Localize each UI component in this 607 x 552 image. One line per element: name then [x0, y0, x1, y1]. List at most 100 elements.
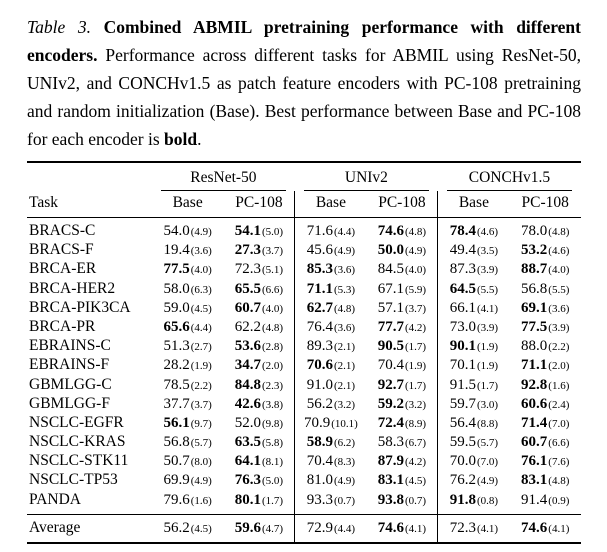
score-value: 45.6 — [306, 242, 333, 259]
score-cell: 84.8(2.3) — [223, 375, 295, 394]
score-std: (4.6) — [548, 245, 570, 258]
score-std: (4.2) — [404, 321, 427, 334]
score-value: 72.4 — [377, 414, 404, 431]
score-value: 64.1 — [234, 453, 261, 470]
score-value: 62.2 — [234, 318, 261, 335]
score-value: 56.2 — [163, 519, 190, 536]
score-cell: 59.5(5.7) — [437, 432, 510, 452]
score-cell: 45.6(4.9) — [294, 240, 367, 260]
score-value: 65.5 — [234, 280, 261, 297]
subheader-row: Base PC-108 Base PC-108 Base PC-108 — [27, 191, 581, 218]
task-label: BRCA-PIK3CA — [29, 298, 131, 316]
table-row: BRCA-PR 65.6(4.4) 62.2(4.8) 76.4(3.6) 77.7(4… — [27, 317, 581, 337]
score-value: 83.1 — [377, 472, 404, 489]
score-std: (1.9) — [476, 341, 499, 354]
score-std: (4.9) — [476, 475, 499, 488]
score-value: 70.4 — [377, 357, 404, 374]
group-header-resnet50: ResNet-50 — [152, 162, 295, 191]
score-std: (3.5) — [476, 245, 499, 258]
score-std: (4.9) — [333, 245, 356, 258]
score-value: 74.6 — [521, 519, 548, 536]
score-cell: 69.1(3.6) — [509, 298, 581, 317]
score-cell: 78.4(4.6) — [437, 217, 510, 241]
score-cell: 59.0(4.5) — [152, 298, 224, 317]
score-std: (3.9) — [548, 321, 570, 334]
score-std: (2.1) — [333, 379, 356, 392]
score-cell: 56.2(3.2) — [294, 394, 367, 414]
score-std: (5.3) — [333, 283, 356, 296]
score-std: (2.8) — [261, 341, 284, 354]
score-cell: 71.4(7.0) — [509, 413, 581, 432]
score-value: 90.1 — [449, 338, 476, 355]
score-value: 91.0 — [306, 376, 333, 393]
score-std: (4.5) — [190, 302, 212, 315]
score-cell: 62.7(4.8) — [294, 298, 367, 318]
score-cell: 51.3(2.7) — [152, 337, 224, 356]
score-cell: 57.1(3.7) — [366, 298, 438, 317]
score-cell: 64.1(8.1) — [223, 452, 295, 471]
score-cell: 91.4(0.9) — [509, 490, 581, 514]
score-cell: 74.6(4.1) — [366, 513, 438, 543]
score-cell: 62.2(4.8) — [223, 317, 295, 336]
score-std: (4.9) — [404, 245, 427, 258]
score-cell: 60.7(4.0) — [223, 298, 295, 317]
score-cell: 71.1(2.0) — [509, 356, 581, 375]
score-cell: 52.0(9.8) — [223, 413, 295, 432]
task-label: BRCA-ER — [29, 260, 97, 278]
score-value: 69.9 — [163, 472, 190, 489]
caption-title: Combined ABMIL pretraining performance w… — [27, 17, 581, 65]
score-cell: 71.1(5.3) — [294, 278, 367, 299]
score-value: 63.5 — [234, 434, 261, 451]
score-value: 42.6 — [234, 395, 261, 412]
score-value: 77.5 — [521, 318, 548, 335]
score-value: 91.5 — [449, 376, 476, 393]
score-value: 85.3 — [306, 261, 333, 278]
score-std: (5.7) — [190, 437, 212, 450]
table-caption: Table 3. Combined ABMIL pretraining perf… — [27, 13, 581, 153]
score-std: (5.9) — [404, 283, 427, 296]
score-cell: 28.2(1.9) — [152, 356, 224, 375]
score-cell: 64.5(5.5) — [437, 278, 510, 299]
score-cell: 59.2(3.2) — [366, 394, 438, 413]
score-cell: 81.0(4.9) — [294, 470, 367, 491]
score-std: (4.7) — [261, 522, 284, 535]
score-value: 58.0 — [163, 280, 190, 297]
table-body: BRACS-C 54.0(4.9) 54.1(5.0) 71.6(4.4) 74.6(4… — [27, 217, 581, 515]
score-value: 83.1 — [521, 472, 548, 489]
score-value: 76.2 — [449, 472, 476, 489]
score-cell: 66.1(4.1) — [437, 298, 510, 318]
score-std: (3.7) — [261, 245, 284, 258]
score-value: 27.3 — [234, 242, 261, 259]
score-value: 92.7 — [377, 376, 404, 393]
score-value: 56.8 — [521, 280, 548, 297]
score-cell: 85.3(3.6) — [294, 259, 367, 279]
score-value: 59.2 — [377, 395, 404, 412]
score-value: 71.1 — [306, 280, 333, 297]
score-cell: 78.0(4.8) — [509, 218, 581, 241]
score-std: (2.1) — [333, 360, 356, 373]
score-value: 56.4 — [449, 414, 476, 431]
score-cell: 69.9(4.9) — [152, 471, 224, 490]
score-value: 74.6 — [377, 223, 404, 239]
score-cell: 70.0(7.0) — [437, 451, 510, 471]
score-cell: 91.8(0.8) — [437, 490, 510, 515]
table-row: BRCA-ER 77.5(4.0) 72.3(5.1) 85.3(3.6) 84.5(4… — [27, 259, 581, 279]
score-value: 52.0 — [234, 414, 261, 431]
score-value: 60.7 — [521, 434, 548, 451]
score-std: (2.3) — [261, 379, 284, 392]
score-cell: 76.4(3.6) — [294, 317, 367, 337]
table-row: NSCLC-KRAS 56.8(5.7) 63.5(5.8) 58.9(6.2) 58.… — [27, 432, 581, 452]
score-std: (4.4) — [190, 321, 212, 334]
score-cell: 56.8(5.5) — [509, 279, 581, 298]
score-std: (1.6) — [548, 379, 570, 392]
score-cell: 77.5(4.0) — [152, 260, 224, 279]
score-std: (3.6) — [190, 245, 212, 258]
table-row: EBRAINS-F 28.2(1.9) 34.7(2.0) 70.6(2.1) 70.4… — [27, 355, 581, 375]
score-cell: 56.8(5.7) — [152, 432, 224, 451]
task-label: NSCLC-KRAS — [29, 433, 126, 451]
score-std: (6.2) — [333, 437, 356, 450]
subheader-univ2-base: Base — [294, 191, 367, 218]
score-value: 78.5 — [163, 376, 190, 393]
score-std: (4.1) — [476, 302, 499, 315]
caption-body: Performance across different tasks for A… — [27, 45, 581, 149]
